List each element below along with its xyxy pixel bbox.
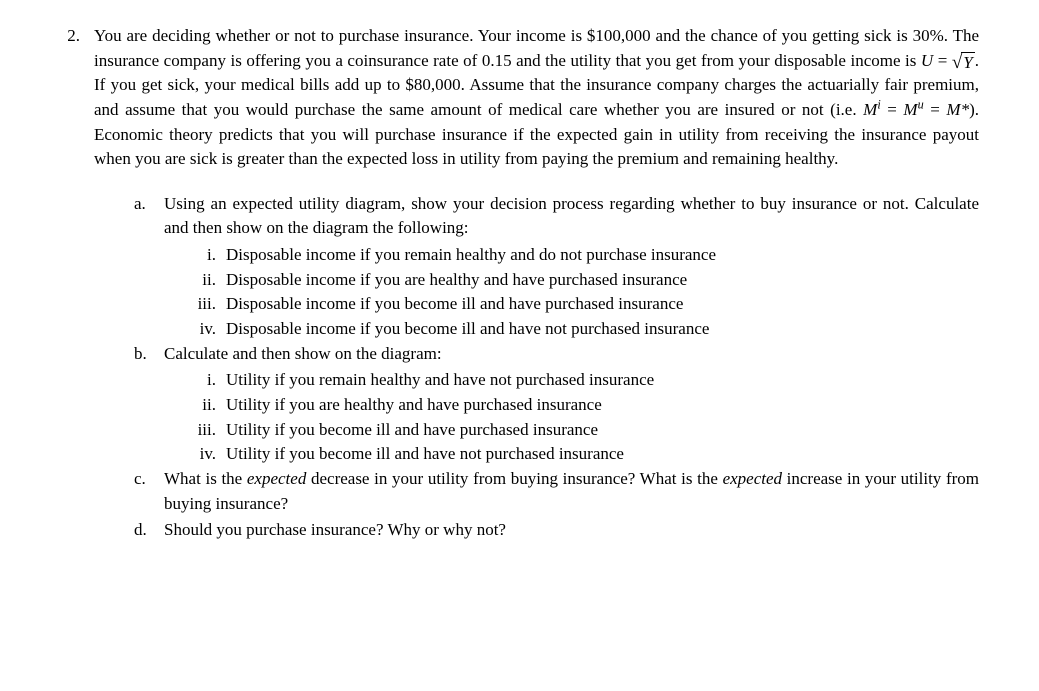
roman-body: Utility if you become ill and have not p… [226,442,979,467]
roman-body: Disposable income if you remain healthy … [226,243,979,268]
list-item: ii. Utility if you are healthy and have … [192,393,979,418]
eq1-sqrt: √Y [952,52,975,71]
roman-body: Disposable income if you are healthy and… [226,268,979,293]
roman-numeral: ii. [192,268,226,293]
roman-body: Utility if you remain healthy and have n… [226,368,979,393]
question-number: 2. [60,24,94,49]
list-item: iii. Utility if you become ill and have … [192,418,979,443]
subpart-c-text2: decrease in your utility from buying ins… [306,469,722,488]
subpart-a-body: Using an expected utility diagram, show … [164,192,979,241]
subpart-c-text1: What is the [164,469,247,488]
eq2-eq1: = [881,100,904,119]
list-item: i. Disposable income if you remain healt… [192,243,979,268]
subpart-b: b. Calculate and then show on the diagra… [134,342,979,367]
eq1-sqrt-arg: Y [961,52,974,71]
question-row: 2. You are deciding whether or not to pu… [60,24,979,545]
question-text-part1: You are deciding whether or not to purch… [94,26,979,70]
subpart-c-letter: c. [134,467,164,492]
roman-numeral: ii. [192,393,226,418]
roman-numeral: iii. [192,292,226,317]
subpart-b-body: Calculate and then show on the diagram: [164,342,979,367]
roman-numeral: iii. [192,418,226,443]
subpart-d-body: Should you purchase insurance? Why or wh… [164,518,979,543]
eq1-equals: = [933,51,952,70]
subpart-b-roman-list: i. Utility if you remain healthy and hav… [134,368,979,467]
roman-body: Utility if you become ill and have purch… [226,418,979,443]
subpart-c-body: What is the expected decrease in your ut… [164,467,979,516]
subpart-a-letter: a. [134,192,164,217]
eq2-eq2: = [924,100,947,119]
subpart-c-em1: expected [247,469,306,488]
list-item: ii. Disposable income if you are healthy… [192,268,979,293]
subpart-d-letter: d. [134,518,164,543]
list-item: i. Utility if you remain healthy and hav… [192,368,979,393]
roman-numeral: i. [192,243,226,268]
subpart-c: c. What is the expected decrease in your… [134,467,979,516]
roman-numeral: iv. [192,317,226,342]
roman-body: Disposable income if you become ill and … [226,317,979,342]
sqrt-symbol: √ [952,53,962,72]
eq1-lhs: U [921,51,933,70]
subpart-a: a. Using an expected utility diagram, sh… [134,192,979,241]
subpart-b-letter: b. [134,342,164,367]
eq2-m1: M [863,100,877,119]
subpart-a-roman-list: i. Disposable income if you remain healt… [134,243,979,342]
roman-numeral: iv. [192,442,226,467]
subpart-d: d. Should you purchase insurance? Why or… [134,518,979,543]
list-item: iv. Utility if you become ill and have n… [192,442,979,467]
list-item: iv. Disposable income if you become ill … [192,317,979,342]
subparts-container: a. Using an expected utility diagram, sh… [94,192,979,543]
roman-body: Disposable income if you become ill and … [226,292,979,317]
list-item: iii. Disposable income if you become ill… [192,292,979,317]
roman-body: Utility if you are healthy and have purc… [226,393,979,418]
subpart-c-em2: expected [723,469,782,488]
roman-numeral: i. [192,368,226,393]
question-body: You are deciding whether or not to purch… [94,24,979,545]
eq2-m2: M [903,100,917,119]
eq2-mstar: M* [946,100,969,119]
